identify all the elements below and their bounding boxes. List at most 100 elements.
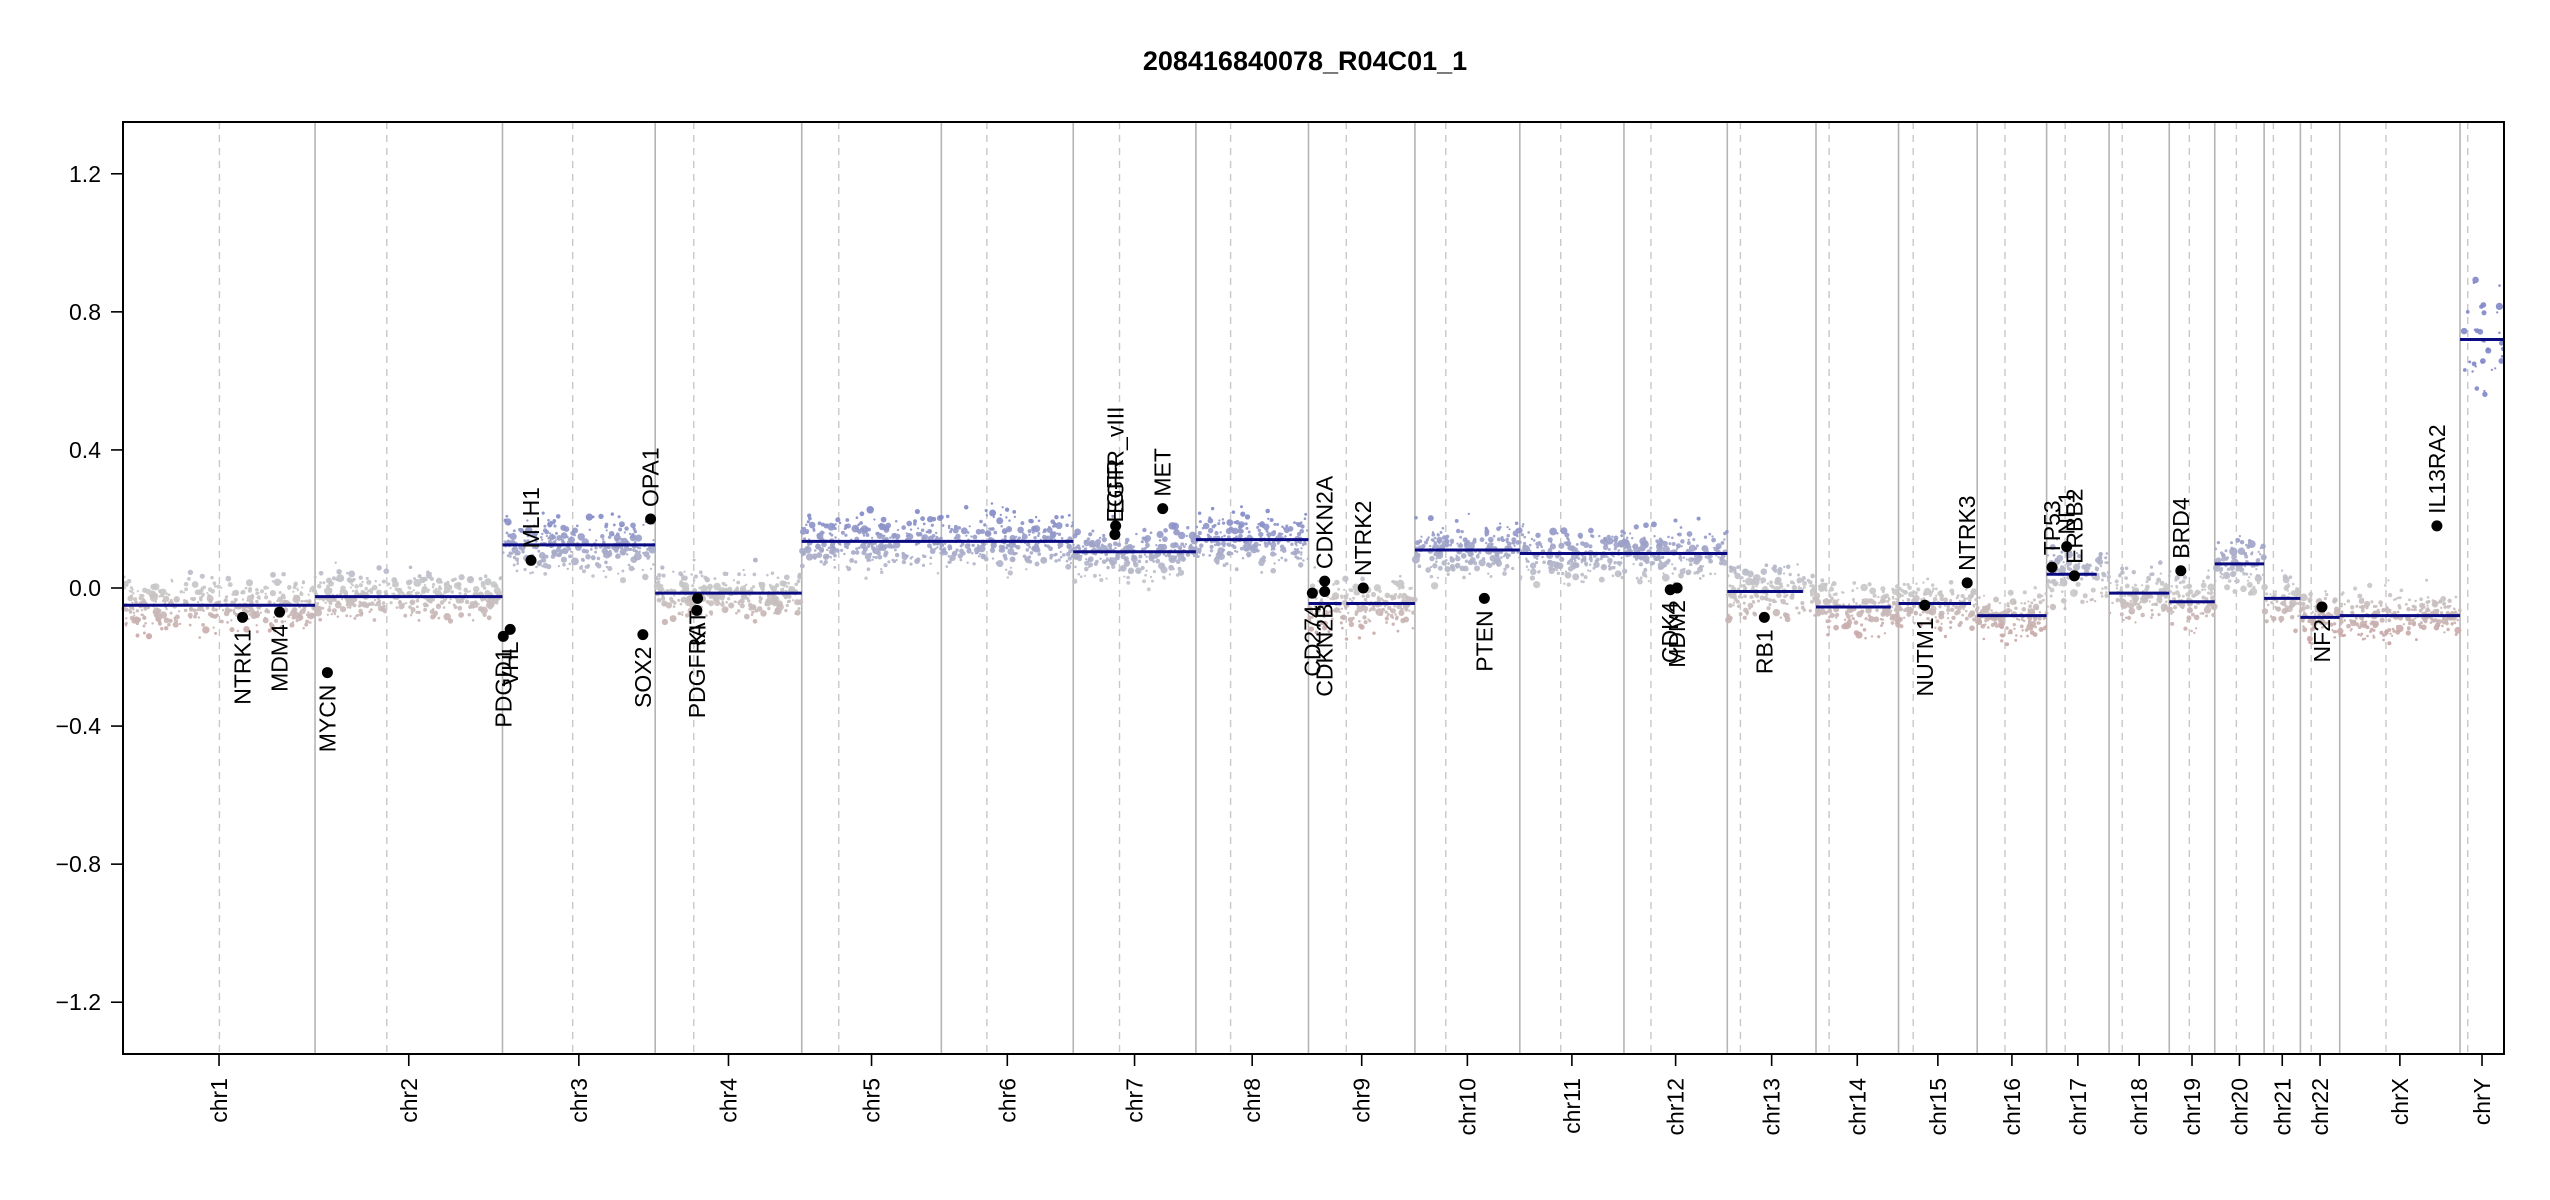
probe-point — [1079, 575, 1083, 579]
probe-point — [2178, 581, 2182, 585]
probe-point — [321, 606, 325, 610]
probe-point — [2330, 613, 2334, 617]
probe-point — [1028, 545, 1032, 549]
probe-point — [1149, 575, 1153, 579]
probe-point — [1152, 560, 1156, 563]
probe-point — [2045, 583, 2050, 588]
probe-point — [1124, 541, 1129, 545]
probe-point — [2387, 628, 2392, 632]
probe-point — [1141, 547, 1145, 551]
probe-point — [1175, 559, 1181, 565]
probe-point — [309, 589, 312, 593]
probe-point — [1939, 593, 1944, 598]
probe-point — [1299, 528, 1305, 534]
probe-point — [1829, 619, 1832, 623]
probe-point — [1863, 600, 1868, 605]
probe-point — [721, 588, 724, 592]
probe-point — [446, 590, 449, 594]
probe-point — [508, 522, 511, 525]
probe-point — [163, 617, 170, 624]
probe-point — [364, 586, 369, 591]
probe-point — [1270, 567, 1277, 574]
probe-point — [302, 599, 306, 603]
probe-point — [604, 524, 608, 529]
probe-point — [1253, 541, 1259, 548]
probe-point — [1111, 564, 1116, 569]
probe-point — [134, 600, 139, 605]
probe-point — [1472, 537, 1477, 542]
probe-point — [1088, 562, 1094, 568]
probe-point — [1500, 556, 1503, 559]
probe-point — [1077, 547, 1082, 551]
probe-point — [2032, 598, 2036, 602]
probe-point — [2284, 604, 2288, 608]
probe-point — [1764, 563, 1769, 568]
probe-point — [2269, 593, 2272, 596]
probe-point — [297, 613, 303, 619]
probe-point — [1899, 624, 1904, 629]
probe-point — [2408, 598, 2411, 602]
probe-point — [1244, 547, 1249, 552]
probe-point — [210, 589, 215, 594]
probe-point — [1502, 555, 1506, 558]
probe-point — [1433, 536, 1437, 540]
probe-point — [2255, 558, 2260, 563]
probe-point — [291, 615, 296, 620]
probe-point — [1743, 594, 1747, 599]
probe-point — [1192, 554, 1196, 558]
probe-point — [1769, 580, 1773, 585]
x-tick-label: chr5 — [859, 1078, 885, 1123]
probe-point — [2097, 558, 2104, 565]
probe-point — [2297, 614, 2300, 618]
probe-point — [979, 553, 982, 556]
probe-point — [2168, 589, 2173, 594]
probe-point — [1033, 536, 1037, 540]
probe-point — [2210, 590, 2213, 593]
probe-point — [169, 611, 173, 615]
probe-point — [2013, 601, 2017, 605]
probe-point — [1280, 556, 1284, 560]
probe-point — [1246, 553, 1251, 558]
probe-point — [2414, 599, 2417, 602]
probe-point — [243, 626, 250, 633]
probe-point — [1867, 618, 1871, 622]
probe-point — [1643, 522, 1649, 529]
probe-point — [2410, 608, 2414, 611]
probe-point — [621, 569, 625, 573]
probe-point — [1244, 522, 1248, 526]
probe-point — [1202, 522, 1210, 530]
probe-point — [737, 572, 741, 577]
probe-point — [380, 607, 386, 612]
probe-point — [2194, 590, 2200, 596]
probe-point — [1211, 524, 1216, 529]
probe-point — [2226, 567, 2231, 572]
probe-point — [1238, 523, 1244, 529]
probe-point — [1095, 538, 1102, 545]
probe-point — [750, 613, 754, 616]
probe-point — [2160, 603, 2168, 611]
probe-point — [2010, 591, 2014, 595]
probe-point — [248, 612, 252, 616]
probe-point — [1595, 557, 1600, 562]
probe-point — [1935, 619, 1940, 624]
probe-point — [448, 601, 451, 604]
probe-point — [605, 565, 609, 569]
probe-point — [1343, 594, 1349, 600]
probe-point — [2427, 608, 2431, 612]
probe-point — [339, 589, 345, 594]
probe-point — [1906, 597, 1911, 602]
probe-point — [541, 538, 544, 541]
probe-point — [1297, 557, 1301, 560]
probe-point — [375, 601, 382, 607]
probe-point — [2258, 552, 2262, 556]
probe-point — [124, 622, 128, 626]
probe-point — [153, 611, 160, 618]
probe-point — [1782, 572, 1786, 575]
probe-point — [2264, 619, 2269, 624]
probe-point — [732, 579, 736, 582]
probe-point — [876, 532, 883, 540]
probe-point — [1498, 522, 1502, 525]
probe-point — [468, 590, 471, 593]
probe-point — [1429, 555, 1435, 562]
probe-point — [2224, 549, 2228, 553]
